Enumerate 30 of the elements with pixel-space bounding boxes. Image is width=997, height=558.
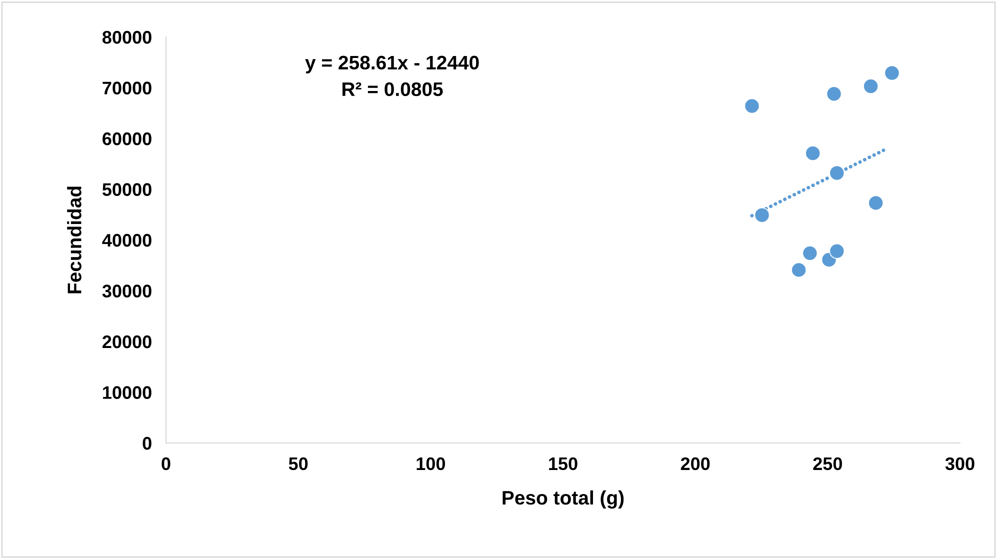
x-axis-title: Peso total (g)	[502, 490, 624, 509]
x-tick-label: 50	[288, 457, 308, 470]
x-tick-label: 100	[416, 457, 445, 470]
point	[744, 98, 760, 114]
point	[868, 195, 884, 211]
point	[863, 78, 879, 94]
point	[826, 86, 842, 102]
point	[884, 65, 900, 81]
point	[829, 243, 845, 259]
y-tick-label: 50000	[102, 183, 152, 196]
x-tick-label: 0	[162, 457, 170, 470]
x-tick-label: 150	[549, 457, 578, 470]
point	[754, 207, 770, 223]
y-tick-label: 70000	[102, 82, 152, 94]
y-tick-label: 10000	[103, 386, 152, 399]
point	[802, 245, 818, 261]
x-tick-label: 200	[680, 457, 710, 470]
x-tick-label: 250	[813, 457, 842, 470]
point	[805, 146, 821, 161]
x-tick-label: 300	[945, 457, 974, 470]
point	[829, 165, 845, 181]
y-tick-label: 0	[142, 436, 152, 450]
point	[791, 262, 807, 278]
y-tick-label: 60000	[102, 132, 152, 146]
y-tick-label: 30000	[102, 284, 152, 298]
y-tick-label: 40000	[102, 234, 152, 247]
y-tick-label: 20000	[102, 335, 152, 348]
y-axis-title: Fecundidad	[67, 186, 82, 294]
annotation: y = 258.61x - 12440 R² = 0.0805	[305, 56, 479, 96]
y-tick-label: 80000	[102, 30, 152, 44]
